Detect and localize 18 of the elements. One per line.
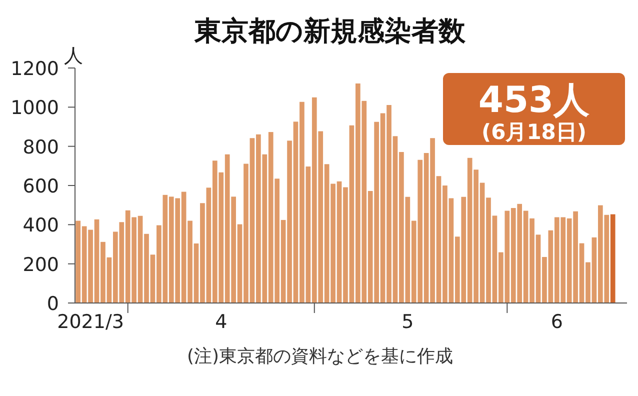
y-tick-label: 200 bbox=[22, 254, 59, 276]
annotation: (6月18日) bbox=[481, 120, 587, 144]
x-tick-label: 5 bbox=[402, 311, 414, 333]
annotation: 453人 bbox=[478, 80, 590, 121]
y-tick-label: 1000 bbox=[10, 97, 59, 120]
ylabel: 人 bbox=[64, 45, 83, 67]
title: 東京都の新規感染者数 bbox=[194, 16, 466, 47]
y-tick-label: 600 bbox=[22, 176, 59, 198]
y-tick-label: 0 bbox=[46, 293, 59, 315]
note: (注)東京都の資料などを基に作成 bbox=[186, 346, 454, 367]
x-tick-label: 6 bbox=[550, 311, 563, 333]
bar bbox=[610, 214, 616, 303]
y-tick-label: 800 bbox=[22, 136, 59, 158]
callout: 453人 (6月18日) bbox=[443, 73, 625, 145]
x-tick-label: 4 bbox=[215, 311, 228, 333]
y-tick-label: 1200 bbox=[10, 58, 59, 80]
y-tick-label: 400 bbox=[22, 214, 59, 237]
x-tick-label: 2021/3 bbox=[57, 311, 124, 333]
